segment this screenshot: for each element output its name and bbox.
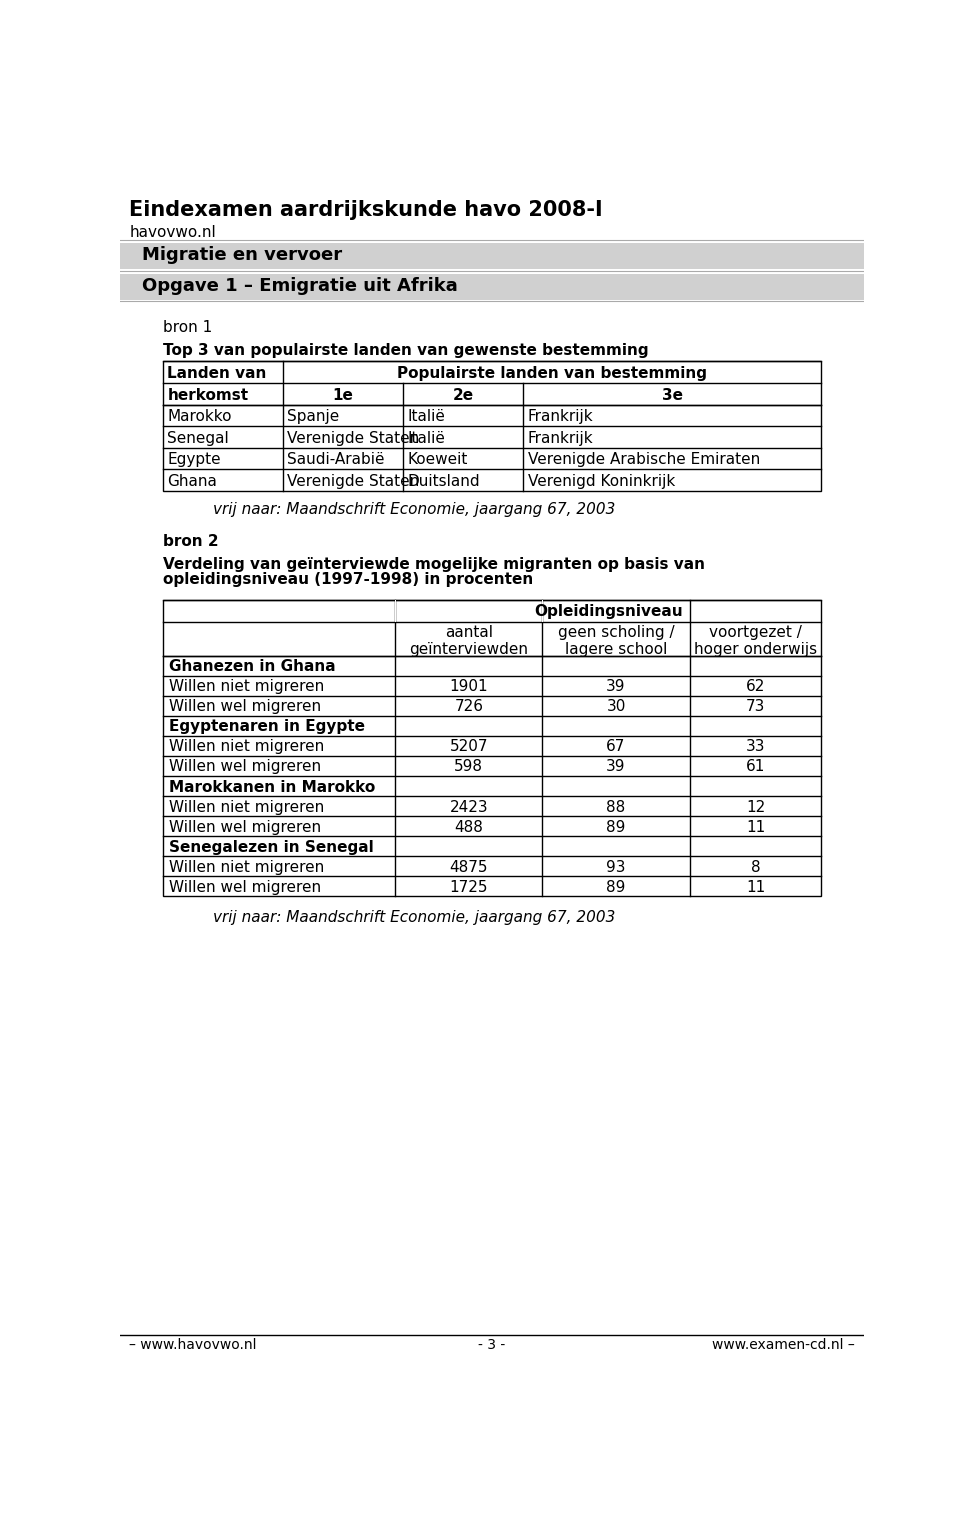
Text: Verenigde Staten: Verenigde Staten [287,431,420,446]
Text: Willen wel migreren: Willen wel migreren [169,760,321,775]
Text: Ghana: Ghana [167,474,217,489]
Text: 8: 8 [751,859,760,874]
Text: Egyptenaren in Egypte: Egyptenaren in Egypte [169,719,365,734]
Text: 89: 89 [607,819,626,835]
Text: aantal
geïnterviewden: aantal geïnterviewden [409,624,528,656]
Text: Verenigd Koninkrijk: Verenigd Koninkrijk [528,474,675,489]
Text: Willen niet migreren: Willen niet migreren [169,859,324,874]
Bar [120,242,864,270]
Text: 1725: 1725 [449,880,488,894]
Text: Willen niet migreren: Willen niet migreren [169,679,324,694]
Text: 88: 88 [607,800,626,815]
Text: 726: 726 [454,699,483,714]
Text: herkomst: herkomst [167,387,249,402]
Text: www.examen-cd.nl –: www.examen-cd.nl – [712,1337,854,1352]
Text: voortgezet /
hoger onderwijs: voortgezet / hoger onderwijs [694,624,817,656]
Text: 3e: 3e [661,387,683,402]
Text: 67: 67 [607,740,626,754]
Text: Willen wel migreren: Willen wel migreren [169,819,321,835]
Text: 61: 61 [746,760,765,775]
Text: 598: 598 [454,760,483,775]
Bar [162,361,822,490]
Text: Top 3 van populairste landen van gewenste bestemming: Top 3 van populairste landen van gewenst… [162,343,648,358]
Bar [120,274,864,300]
Text: Marokko: Marokko [167,410,231,423]
Text: 62: 62 [746,679,765,694]
Text: Duitsland: Duitsland [408,474,480,489]
Text: 89: 89 [607,880,626,894]
Text: 39: 39 [607,760,626,775]
Text: opleidingsniveau (1997-1998) in procenten: opleidingsniveau (1997-1998) in procente… [162,573,533,588]
Text: Willen wel migreren: Willen wel migreren [169,880,321,894]
Bar [162,600,822,896]
Text: Marokkanen in Marokko: Marokkanen in Marokko [169,780,375,795]
Text: 39: 39 [607,679,626,694]
Text: 11: 11 [746,819,765,835]
Text: Willen niet migreren: Willen niet migreren [169,740,324,754]
Text: Migratie en vervoer: Migratie en vervoer [142,245,342,263]
Text: Verenigde Staten: Verenigde Staten [287,474,420,489]
Text: 2e: 2e [452,387,473,402]
Text: Frankrijk: Frankrijk [528,431,593,446]
Text: Saudi-Arabië: Saudi-Arabië [287,452,385,468]
Text: Egypte: Egypte [167,452,221,468]
Text: vrij naar: Maandschrift Economie, jaargang 67, 2003: vrij naar: Maandschrift Economie, jaarga… [213,909,615,924]
Text: vrij naar: Maandschrift Economie, jaargang 67, 2003: vrij naar: Maandschrift Economie, jaarga… [213,501,615,516]
Text: 1e: 1e [332,387,353,402]
Text: Italië: Italië [408,431,445,446]
Text: 11: 11 [746,880,765,894]
Text: Opleidingsniveau: Opleidingsniveau [534,605,683,618]
Text: Verdeling van geïnterviewde mogelijke migranten op basis van: Verdeling van geïnterviewde mogelijke mi… [162,557,705,573]
Text: – www.havovwo.nl: – www.havovwo.nl [130,1337,257,1352]
Text: Populairste landen van bestemming: Populairste landen van bestemming [397,366,708,381]
Text: Willen wel migreren: Willen wel migreren [169,699,321,714]
Text: geen scholing /
lagere school: geen scholing / lagere school [558,624,674,656]
Text: Landen van: Landen van [167,366,267,381]
Text: 488: 488 [454,819,483,835]
Text: 12: 12 [746,800,765,815]
Text: bron 1: bron 1 [162,320,212,335]
Text: Willen niet migreren: Willen niet migreren [169,800,324,815]
Text: Opgave 1 – Emigratie uit Afrika: Opgave 1 – Emigratie uit Afrika [142,277,458,294]
Text: 5207: 5207 [449,740,488,754]
Text: bron 2: bron 2 [162,535,218,548]
Text: Verenigde Arabische Emiraten: Verenigde Arabische Emiraten [528,452,760,468]
Text: Italië: Italië [408,410,445,423]
Text: Koeweit: Koeweit [408,452,468,468]
Text: Senegal: Senegal [167,431,229,446]
Text: 93: 93 [607,859,626,874]
Text: Spanje: Spanje [287,410,340,423]
Text: 30: 30 [607,699,626,714]
Text: 2423: 2423 [449,800,488,815]
Text: Frankrijk: Frankrijk [528,410,593,423]
Text: Senegalezen in Senegal: Senegalezen in Senegal [169,839,373,854]
Text: 33: 33 [746,740,765,754]
Text: havovwo.nl: havovwo.nl [130,225,216,241]
Text: - 3 -: - 3 - [478,1337,506,1352]
Text: 73: 73 [746,699,765,714]
Text: Eindexamen aardrijkskunde havo 2008-I: Eindexamen aardrijkskunde havo 2008-I [130,200,603,219]
Text: 1901: 1901 [449,679,488,694]
Text: 4875: 4875 [449,859,488,874]
Text: Ghanezen in Ghana: Ghanezen in Ghana [169,659,335,675]
